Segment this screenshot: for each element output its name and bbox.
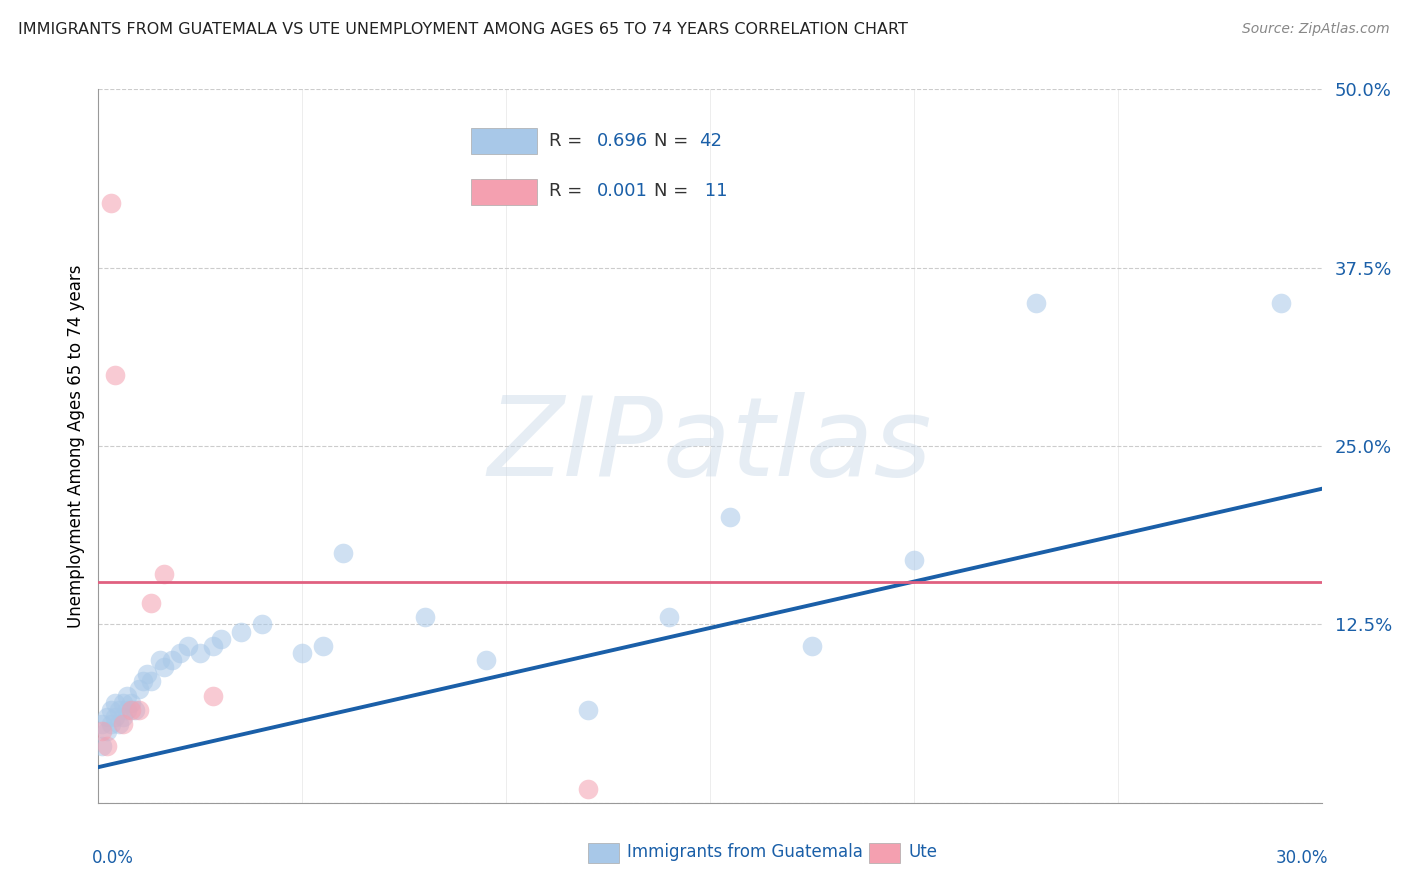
Point bbox=[124, 703, 146, 717]
Point bbox=[291, 646, 314, 660]
Point bbox=[128, 703, 150, 717]
Point bbox=[128, 681, 150, 696]
Point bbox=[136, 667, 159, 681]
Point bbox=[96, 710, 118, 724]
Point bbox=[141, 674, 163, 689]
Text: IMMIGRANTS FROM GUATEMALA VS UTE UNEMPLOYMENT AMONG AGES 65 TO 74 YEARS CORRELAT: IMMIGRANTS FROM GUATEMALA VS UTE UNEMPLO… bbox=[18, 22, 908, 37]
Point bbox=[576, 703, 599, 717]
Point bbox=[108, 717, 131, 731]
Point bbox=[108, 703, 131, 717]
Point bbox=[100, 717, 122, 731]
Point bbox=[111, 717, 134, 731]
Point bbox=[104, 710, 127, 724]
Text: Ute: Ute bbox=[908, 843, 938, 861]
Point bbox=[177, 639, 200, 653]
Point bbox=[312, 639, 335, 653]
Point bbox=[111, 710, 134, 724]
Point bbox=[96, 739, 118, 753]
Point bbox=[658, 610, 681, 624]
Text: Source: ZipAtlas.com: Source: ZipAtlas.com bbox=[1241, 22, 1389, 37]
Point bbox=[209, 632, 232, 646]
Point bbox=[100, 196, 122, 211]
Point bbox=[96, 724, 118, 739]
Point bbox=[91, 724, 114, 739]
Point bbox=[120, 703, 142, 717]
Point bbox=[120, 696, 142, 710]
Point bbox=[576, 781, 599, 796]
Point bbox=[132, 674, 155, 689]
Point bbox=[903, 553, 925, 567]
Point bbox=[1270, 296, 1292, 310]
Point bbox=[152, 567, 174, 582]
Point bbox=[413, 610, 436, 624]
Point bbox=[1025, 296, 1047, 310]
Point bbox=[91, 739, 114, 753]
Point bbox=[141, 596, 163, 610]
Point bbox=[91, 717, 114, 731]
Text: ZIPatlas: ZIPatlas bbox=[488, 392, 932, 500]
Point bbox=[231, 624, 253, 639]
Text: 30.0%: 30.0% bbox=[1275, 849, 1327, 867]
Point bbox=[111, 696, 134, 710]
Point bbox=[100, 703, 122, 717]
Point bbox=[104, 368, 127, 382]
Point bbox=[115, 703, 138, 717]
Point bbox=[160, 653, 183, 667]
Point bbox=[474, 653, 498, 667]
Point bbox=[115, 689, 138, 703]
Y-axis label: Unemployment Among Ages 65 to 74 years: Unemployment Among Ages 65 to 74 years bbox=[66, 264, 84, 628]
Point bbox=[718, 510, 742, 524]
Point bbox=[201, 639, 224, 653]
Text: Immigrants from Guatemala: Immigrants from Guatemala bbox=[627, 843, 863, 861]
Point bbox=[201, 689, 224, 703]
Point bbox=[104, 696, 127, 710]
Point bbox=[188, 646, 212, 660]
Point bbox=[801, 639, 824, 653]
Point bbox=[250, 617, 273, 632]
Point bbox=[152, 660, 174, 674]
Point bbox=[149, 653, 172, 667]
Point bbox=[169, 646, 191, 660]
Point bbox=[332, 546, 354, 560]
Text: 0.0%: 0.0% bbox=[93, 849, 134, 867]
